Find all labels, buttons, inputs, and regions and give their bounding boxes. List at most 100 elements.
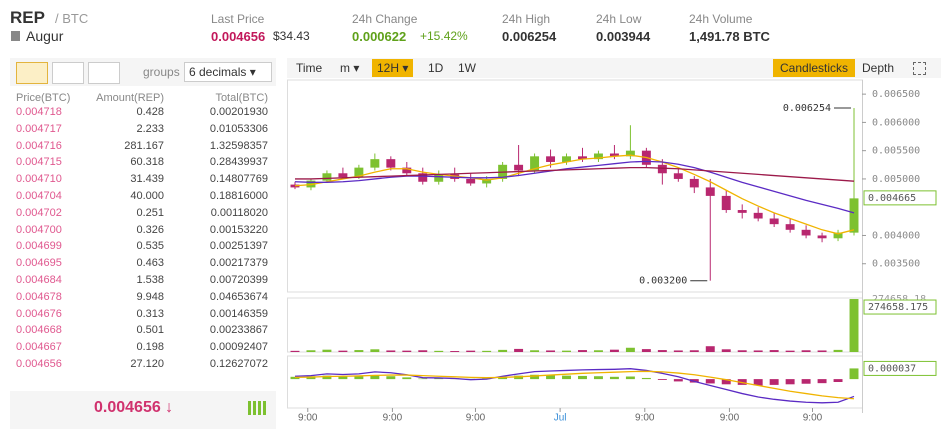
ob-cell: 0.00153220 [209,223,268,236]
candle-body [514,164,524,171]
volume-bar [785,350,795,352]
candle-body [434,174,444,182]
y-tick-label: 0.005000 [872,174,920,185]
view-sell[interactable] [88,62,120,84]
volume-bar [514,348,524,352]
moving-average [294,166,855,182]
candle-body [849,198,859,233]
macd-bar [769,379,779,385]
ob-cell: 60.318 [130,156,164,169]
panel-frame [287,79,863,293]
ob-price: 0.004715 [16,156,62,169]
x-tick-label: 9:00 [298,413,318,424]
ob-cell: 0.463 [136,257,164,270]
candle-body [386,159,396,168]
candle-body [338,173,348,178]
y-tick-label: 0.003500 [872,259,920,270]
ob-cell: 0.14807769 [209,173,268,186]
macd-bar [593,376,603,380]
ob-cell: 0.28439937 [209,156,268,169]
ob-cell: 0.18816000 [209,190,268,202]
pair: / BTC [55,11,89,26]
coin-name: Augur [26,28,64,44]
macd-dea [294,370,855,400]
stat-value: 1,491.78 BTC [689,29,770,44]
candle-body [625,150,635,157]
signal-icon [248,401,268,415]
interval-button[interactable]: m ▾ [340,61,360,75]
interval-button[interactable]: 1W [458,61,476,75]
volume-bar [386,350,396,352]
candle-body [322,173,332,181]
interval-button[interactable]: 12H ▾ [372,59,414,77]
macd-bar [338,376,348,380]
interval-button[interactable]: 1D [428,61,444,75]
ob-price: 0.004700 [16,223,62,236]
volume-bar [370,349,380,352]
candle-body [673,173,683,179]
fullscreen-button[interactable] [913,62,926,75]
volume-bar [354,350,364,352]
volume-bar [338,350,348,352]
volume-bar [657,350,667,352]
macd-bar [609,376,619,380]
macd-tag: 0.000037 [868,363,916,374]
x-tick-label: 9:00 [720,413,740,424]
ob-price: 0.004684 [16,274,62,286]
candle-body [657,164,667,174]
candle-body [466,178,476,184]
macd-bar [673,379,683,382]
volume-bar [306,350,316,352]
chart-toolbar: Time m ▾ 12H ▾ 1D 1W Candlesticks Depth [287,58,941,78]
ob-cell: 0.313 [136,307,164,320]
candle-body [530,156,540,171]
macd-bar [402,377,412,380]
last-price-tag: 0.004665 [868,193,916,204]
volume-bar [402,350,412,352]
volume-bar [625,347,635,352]
volume-bar [753,350,763,352]
lock-icon [11,31,20,41]
volume-bar [721,349,731,352]
ob-price: 0.004668 [16,324,62,337]
volume-bar [546,350,556,352]
groups-select[interactable]: 6 decimals ▾ [184,62,272,82]
candle-body [546,156,556,162]
macd-bar [753,379,763,386]
macd-bar [418,378,428,380]
ob-price: 0.004716 [16,139,62,152]
x-tick-label: 9:00 [803,413,823,424]
candle-body [689,178,699,188]
macd-bar [386,376,396,380]
view-buy[interactable] [52,62,84,84]
interval-button[interactable]: Time [296,61,323,75]
view-both[interactable] [16,62,48,84]
x-tick-label: 9:00 [383,413,403,424]
x-tick-label: 9:00 [635,413,655,424]
macd-dif [294,368,855,404]
stat-value: 0.006254 [502,29,557,44]
chart-type-button[interactable]: Candlesticks [773,59,856,77]
candle-body [482,178,492,184]
ob-cell: 0.00146359 [209,307,268,320]
y-tick-label: 0.006500 [872,89,920,100]
volume-bar [498,349,508,352]
volume-bar [434,350,444,352]
y-tick-label: 0.006000 [872,117,920,128]
candle-body [578,156,587,160]
macd-bar [354,376,364,380]
ob-cell: 0.198 [136,341,164,354]
macd-bar [578,375,587,380]
macd-bar [546,375,556,380]
chart-type-button[interactable]: Depth [862,61,895,75]
volume-bar [817,350,827,352]
symbol: REP [10,8,45,27]
volume-bar [769,350,779,352]
ob-price: 0.004717 [16,122,62,135]
ob-cell: 0.501 [136,324,164,337]
stat-extra: +15.42% [420,29,468,43]
ob-cell: 40.000 [130,190,164,202]
volume-bar [290,350,300,352]
ob-price: 0.004710 [16,173,62,186]
